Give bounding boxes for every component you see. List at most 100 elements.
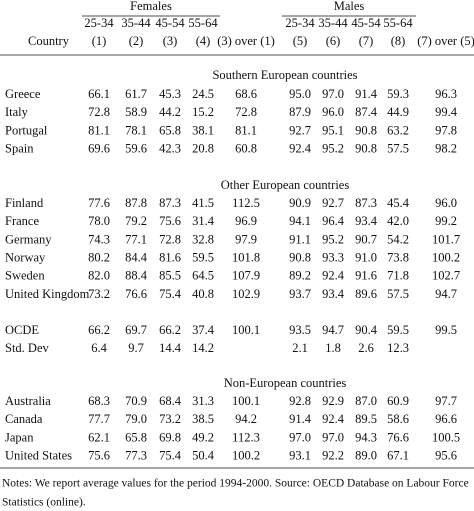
note: Statistics (online). <box>2 497 86 509</box>
cell: 90.9 <box>289 196 311 210</box>
cell: 58.9 <box>125 105 147 119</box>
cell: 94.3 <box>355 430 377 444</box>
group-label: Males <box>334 0 365 13</box>
cell: 63.2 <box>387 123 409 137</box>
cell: 67.1 <box>387 448 409 462</box>
cell: 91.4 <box>355 87 378 101</box>
cell: 96.6 <box>435 412 457 426</box>
cell: 38.1 <box>192 123 214 137</box>
cell: 97.0 <box>322 430 344 444</box>
cell: 100.2 <box>232 448 260 462</box>
section-title: Southern European countries <box>212 68 357 82</box>
cell: 76.6 <box>387 430 409 444</box>
cell: 65.8 <box>125 430 147 444</box>
cell: 98.2 <box>435 141 457 155</box>
cell: 94.7 <box>322 323 344 337</box>
cell: 75.4 <box>159 448 182 462</box>
row-label: United States <box>5 448 72 462</box>
column-header: (7) over (5) <box>417 34 474 48</box>
cell: 101.7 <box>432 232 460 246</box>
age-label: 55-64 <box>188 16 218 30</box>
cell: 68.4 <box>159 394 182 408</box>
row-label: Spain <box>5 141 34 155</box>
cell: 59.5 <box>192 250 214 264</box>
cell: 95.6 <box>435 448 457 462</box>
cell: 90.8 <box>355 141 377 155</box>
cell: 90.8 <box>289 250 311 264</box>
cell: 68.6 <box>235 87 257 101</box>
cell: 100.2 <box>432 250 460 264</box>
column-header: (8) <box>391 34 406 48</box>
cell: 93.5 <box>289 323 311 337</box>
cell: 78.0 <box>88 214 110 228</box>
cell: 92.9 <box>322 394 344 408</box>
cell: 87.3 <box>159 196 181 210</box>
cell: 95.2 <box>322 232 344 246</box>
cell: 41.5 <box>192 196 214 210</box>
group-label: Females <box>130 0 172 13</box>
cell: 66.2 <box>88 323 110 337</box>
row-label: Greece <box>5 87 41 101</box>
cell: 9.7 <box>128 341 144 355</box>
cell: 60.8 <box>235 141 257 155</box>
age-label: 25-34 <box>285 16 315 30</box>
cell: 94.1 <box>289 214 311 228</box>
cell: 90.7 <box>355 232 377 246</box>
cell: 2.6 <box>358 341 374 355</box>
cell: 99.5 <box>435 323 457 337</box>
cell: 66.2 <box>159 323 181 337</box>
cell: 96.0 <box>435 196 457 210</box>
cell: 92.2 <box>322 448 344 462</box>
cell: 87.8 <box>125 196 147 210</box>
cell: 107.9 <box>232 269 260 283</box>
cell: 54.2 <box>387 232 409 246</box>
cell: 15.2 <box>192 105 214 119</box>
cell: 97.9 <box>235 232 257 246</box>
age-label: 55-64 <box>383 16 413 30</box>
cell: 49.2 <box>192 430 214 444</box>
cell: 73.2 <box>159 412 181 426</box>
column-header: (3) <box>163 34 178 48</box>
section-title: Non-European countries <box>224 376 347 390</box>
cell: 37.4 <box>192 323 215 337</box>
cell: 2.1 <box>292 341 308 355</box>
row-label: Germany <box>5 232 52 246</box>
cell: 81.1 <box>88 123 110 137</box>
cell: 92.7 <box>289 123 311 137</box>
cell: 50.4 <box>192 448 215 462</box>
column-header: (7) <box>359 34 374 48</box>
age-label: 35-44 <box>121 16 151 30</box>
cell: 93.4 <box>355 214 378 228</box>
row-label: Portugal <box>5 123 48 137</box>
cell: 90.8 <box>355 123 377 137</box>
cell: 77.1 <box>125 232 147 246</box>
cell: 32.8 <box>192 232 214 246</box>
row-label: United Kingdom <box>5 287 90 301</box>
cell: 73.8 <box>387 250 409 264</box>
cell: 96.0 <box>322 105 344 119</box>
cell: 78.1 <box>125 123 147 137</box>
cell: 96.9 <box>235 214 257 228</box>
cell: 94.2 <box>235 412 257 426</box>
row-label: Australia <box>5 394 51 408</box>
cell: 24.5 <box>192 87 214 101</box>
cell: 60.9 <box>387 394 409 408</box>
age-label: 35-44 <box>318 16 348 30</box>
cell: 93.1 <box>289 448 311 462</box>
cell: 92.4 <box>322 412 345 426</box>
cell: 102.9 <box>232 287 260 301</box>
row-label: France <box>5 214 39 228</box>
cell: 89.6 <box>355 287 377 301</box>
cell: 99.4 <box>435 105 458 119</box>
cell: 66.1 <box>88 87 110 101</box>
row-label: Finland <box>5 196 44 210</box>
cell: 99.2 <box>435 214 457 228</box>
cell: 79.2 <box>125 214 147 228</box>
section-title: Other European countries <box>221 178 350 192</box>
cell: 97.0 <box>322 87 344 101</box>
row-label: Italy <box>5 105 29 119</box>
cell: 95.2 <box>322 141 344 155</box>
cell: 101.8 <box>232 250 260 264</box>
cell: 75.6 <box>159 214 181 228</box>
